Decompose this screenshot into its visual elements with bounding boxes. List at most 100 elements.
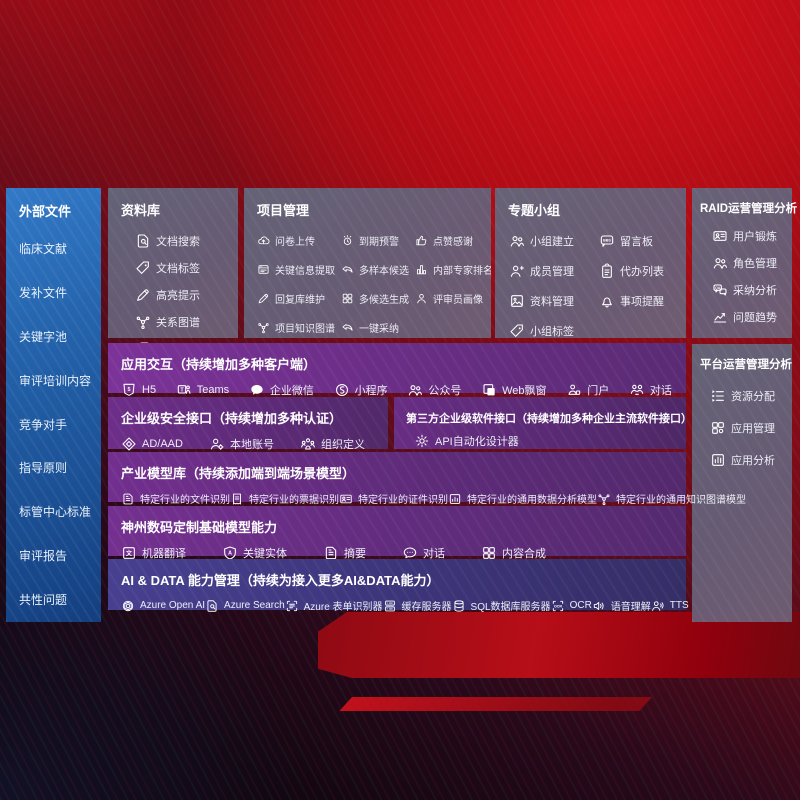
feature-label: 对话 <box>649 385 672 397</box>
api-designer-icon <box>414 433 430 449</box>
feature-label: 采纳分析 <box>733 285 777 297</box>
bar-title: 企业级安全接口（持续增加多种认证） <box>121 411 343 426</box>
message-board-icon: BBS <box>599 233 615 249</box>
feature-item: BBS 留言板 <box>599 233 686 249</box>
bar-title: 产业模型库（持续添加端到端场景模型） <box>121 466 356 481</box>
feature-label: 成员管理 <box>530 266 574 278</box>
feature-label: 项目知识图谱 <box>275 324 335 335</box>
teams-icon: T <box>176 382 192 398</box>
project-graph-icon <box>257 321 270 334</box>
web-popup-icon <box>481 382 497 398</box>
feature-label: Web飘窗 <box>502 385 547 397</box>
feature-label: 事项提醒 <box>620 296 664 308</box>
bar-title: 应用交互（持续增加多种客户端） <box>121 357 317 372</box>
resource-alloc-icon <box>710 388 726 404</box>
machine-translate-icon: 文 <box>121 545 137 561</box>
bar-industry-models: 产业模型库（持续添加端到端场景模型） 特定行业的文件识别 特定行业的票据识别 特定行… <box>108 452 746 506</box>
feature-label: 小程序 <box>354 385 388 397</box>
ad-aad-icon <box>121 436 137 452</box>
portal-icon <box>566 382 582 398</box>
feature-item: 文 机器翻译 <box>121 545 186 561</box>
summary-icon <box>323 545 339 561</box>
sidebar-item: 指导原则 <box>19 461 68 476</box>
feature-item: Web飘窗 <box>481 382 546 398</box>
feature-item: 点赞感谢 <box>415 233 491 248</box>
feature-label: 应用管理 <box>731 423 775 435</box>
azure-form-icon <box>285 599 299 613</box>
feature-label: 回复库维护 <box>275 295 325 306</box>
feature-grid: 小组建立 BBS 留言板 成员管理 代办列表 资料管理 事项提醒 小组标签 <box>509 233 686 339</box>
feature-item: 评审员画像 <box>415 291 491 306</box>
feature-label: 点赞感谢 <box>433 237 473 248</box>
panel-title: 外部文件 <box>19 204 72 219</box>
sidebar-list: 临床文献 发补文件 关键字池 审评培训内容 竞争对手 指导原则 标管中心标准 审评报告 共性问题 <box>19 240 99 608</box>
industry-file-icon <box>121 492 135 506</box>
feature-item: 本地账号 <box>209 436 274 452</box>
reply-library-icon <box>257 292 270 305</box>
feature-label: 本地账号 <box>229 439 274 451</box>
feature-item: 小组建立 <box>509 233 599 249</box>
panel-title: 平台运营管理分析 <box>700 359 792 371</box>
sidebar-item: 竞争对手 <box>19 417 68 432</box>
feature-item: 公众号 <box>407 382 461 398</box>
feature-label: 关系图谱 <box>156 317 200 329</box>
panel-title: 专题小组 <box>508 203 561 218</box>
panel-data-library: 资料库 文档搜索文档标签高亮提示关系图谱文档分类 <box>108 188 238 356</box>
feature-label: AD/AAD <box>142 438 183 450</box>
feature-label: 关键信息提取 <box>275 266 335 277</box>
official-account-icon <box>407 382 423 398</box>
feature-label: SQL数据库服务器 <box>470 602 551 613</box>
feature-list: 资源分配 应用管理 应用分析 <box>710 388 792 468</box>
feature-label: 内部专家排名 <box>433 266 491 277</box>
feature-item: 语音理解 <box>592 598 651 613</box>
svg-text:OCR: OCR <box>554 604 562 608</box>
bar-enterprise-security: 企业级安全接口（持续增加多种认证） AD/AAD 本地账号 组织定义 <box>108 397 388 452</box>
feature-item: 特定行业的票据识别 <box>230 491 339 506</box>
industry-idcard-icon <box>339 492 353 506</box>
multi-candidate-icon <box>341 292 354 305</box>
feature-item: 高亮提示 <box>135 287 238 303</box>
feature-item: 一键采纳 <box>341 320 415 335</box>
doc-search-icon <box>135 233 151 249</box>
feature-label: 特定行业的票据识别 <box>249 495 339 506</box>
cache-server-icon <box>383 599 397 613</box>
like-thanks-icon <box>415 234 428 247</box>
feature-item: 门户 <box>566 382 609 398</box>
feature-label: 关键实体 <box>243 548 287 560</box>
feature-label: 高亮提示 <box>156 290 200 302</box>
todo-list-icon <box>599 263 615 279</box>
group-create-icon <box>509 233 525 249</box>
feature-label: 代办列表 <box>620 266 664 278</box>
feature-label: 留言板 <box>620 236 653 248</box>
feature-item: 资料管理 <box>509 293 599 309</box>
speech-understand-icon <box>592 599 606 613</box>
feature-list: 文档搜索文档标签高亮提示关系图谱文档分类 <box>135 233 238 357</box>
bar-title: 第三方企业级软件接口（持续增加多种企业主流软件接口） <box>406 413 692 425</box>
issue-trend-icon <box>712 309 728 325</box>
feature-item: SQL数据库服务器 <box>452 598 551 613</box>
feature-label: Azure Search <box>224 600 285 611</box>
feature-item: 文档标签 <box>135 260 238 276</box>
sidebar-item: 审评培训内容 <box>19 373 92 388</box>
svg-text:5: 5 <box>128 387 131 393</box>
feature-label: 应用分析 <box>731 455 775 467</box>
bar-third-party-interface: 第三方企业级软件接口（持续增加多种企业主流软件接口） API自动化设计器 <box>394 397 692 449</box>
feature-label: Teams <box>196 384 230 396</box>
feature-label: 缓存服务器 <box>401 602 452 613</box>
feature-label: 对话 <box>423 548 445 560</box>
feature-label: 公众号 <box>428 385 462 397</box>
feature-item: 关键信息提取 <box>257 262 341 277</box>
app-analysis-icon <box>710 452 726 468</box>
feature-row: AD/AAD 本地账号 组织定义 <box>108 436 388 452</box>
panel-raid-analysis: RAID运营管理分析 用户锻炼 角色管理 QA 采纳分析 问题趋势 <box>692 188 797 338</box>
azure-search-icon <box>205 599 219 613</box>
feature-label: 摘要 <box>344 548 366 560</box>
feature-item: OCR OCR <box>551 599 592 613</box>
feature-item: 特定行业的通用知识图谱模型 <box>597 491 746 506</box>
feature-item: Azure 表单识别器 <box>285 598 383 613</box>
feature-label: 组织定义 <box>320 439 365 451</box>
feature-item: 到期预警 <box>341 233 415 248</box>
group-tag-icon <box>509 323 525 339</box>
feature-item: 摘要 <box>323 545 366 561</box>
